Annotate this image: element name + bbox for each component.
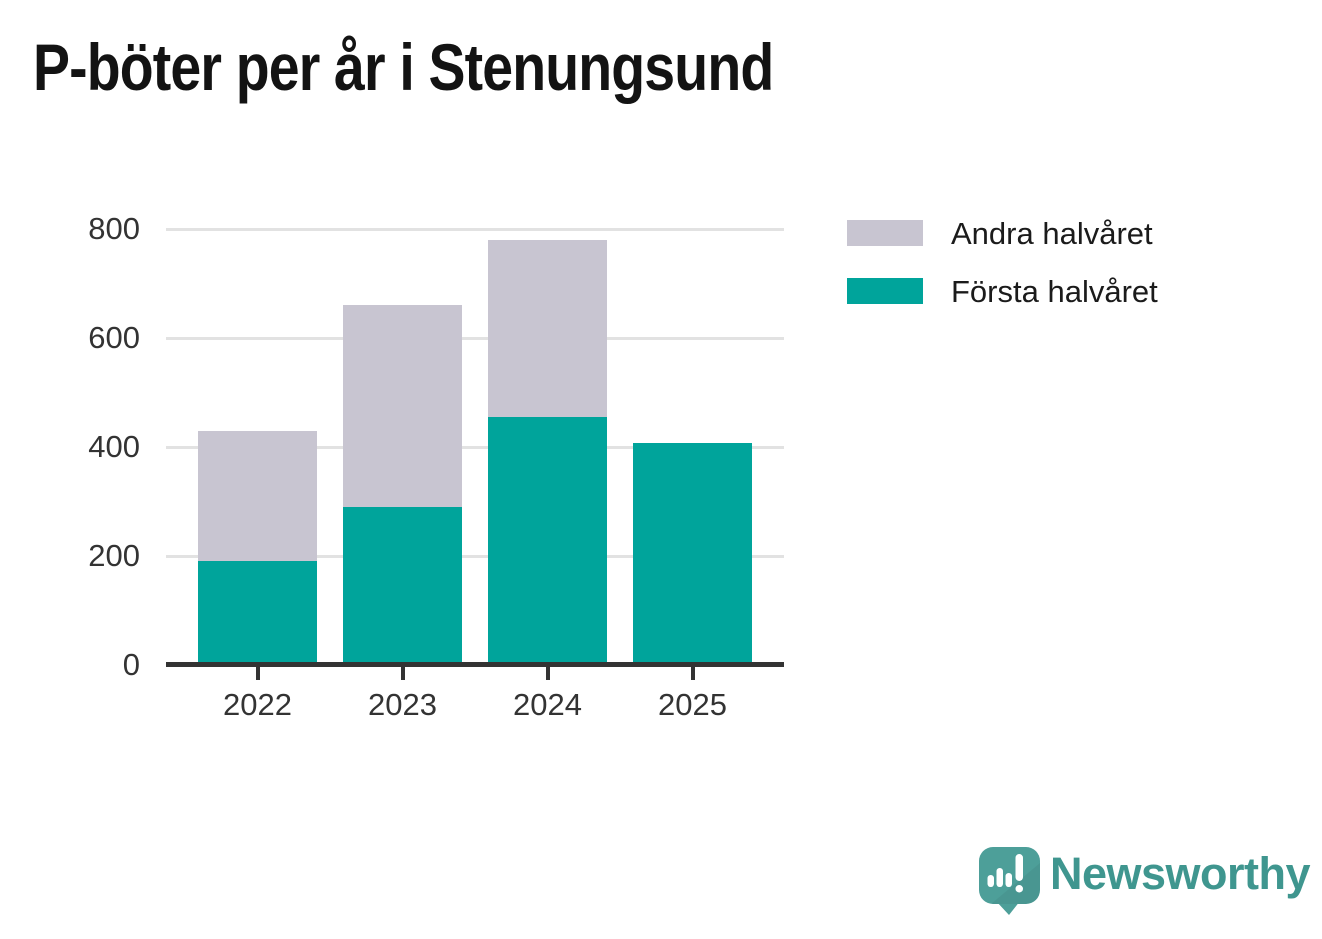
chart-title: P-böter per år i Stenungsund: [33, 30, 774, 104]
bar-2023-f-rsta-halv-ret: [343, 506, 462, 665]
legend-swatch-andra-halvaret: [847, 220, 923, 246]
x-tick-2022: [255, 667, 260, 680]
y-axis-labels: 0 200 400 600 800: [0, 211, 140, 682]
x-tick-2024: [545, 667, 550, 680]
x-tick-2023: [400, 667, 405, 680]
bar-2023-andra-halv-ret: [343, 305, 462, 507]
gridline-400: [166, 445, 784, 449]
x-axis-line: [166, 662, 784, 667]
gridline-600: [166, 336, 784, 340]
x-tick-label-2025: 2025: [658, 687, 727, 722]
x-tick-label-2022: 2022: [223, 687, 292, 722]
y-tick-label-0: 0: [122, 647, 140, 682]
legend-label: Första halvåret: [951, 273, 1158, 309]
newsworthy-logo-text: Newsworthy: [1050, 848, 1311, 899]
y-tick-label-800: 800: [88, 211, 140, 246]
bar-2024-f-rsta-halv-ret: [488, 417, 607, 665]
legend: Andra halvåret Första halvåret: [847, 215, 1158, 336]
x-tick-label-2024: 2024: [513, 687, 582, 722]
bar-2022-f-rsta-halv-ret: [198, 561, 317, 665]
x-tick-2025: [690, 667, 695, 680]
bar-2025-f-rsta-halv-ret: [633, 442, 752, 665]
gridline-200: [166, 554, 784, 558]
newsworthy-logo-mark-icon: [979, 847, 1040, 915]
legend-item-andra-halvaret: Andra halvåret: [847, 215, 1158, 251]
plot-area: 2022 2023 2024 2025: [166, 227, 784, 722]
legend-swatch-forsta-halvaret: [847, 278, 923, 304]
y-tick-label-200: 200: [88, 538, 140, 573]
y-tick-label-400: 400: [88, 429, 140, 464]
gridline-800: [166, 227, 784, 231]
bar-2024-andra-halv-ret: [488, 239, 607, 418]
y-tick-label-600: 600: [88, 320, 140, 355]
bar-2022-andra-halv-ret: [198, 430, 317, 562]
x-tick-label-2023: 2023: [368, 687, 437, 722]
newsworthy-logo: Newsworthy: [979, 847, 1311, 915]
legend-label: Andra halvåret: [951, 215, 1153, 251]
legend-item-forsta-halvaret: Första halvåret: [847, 273, 1158, 309]
